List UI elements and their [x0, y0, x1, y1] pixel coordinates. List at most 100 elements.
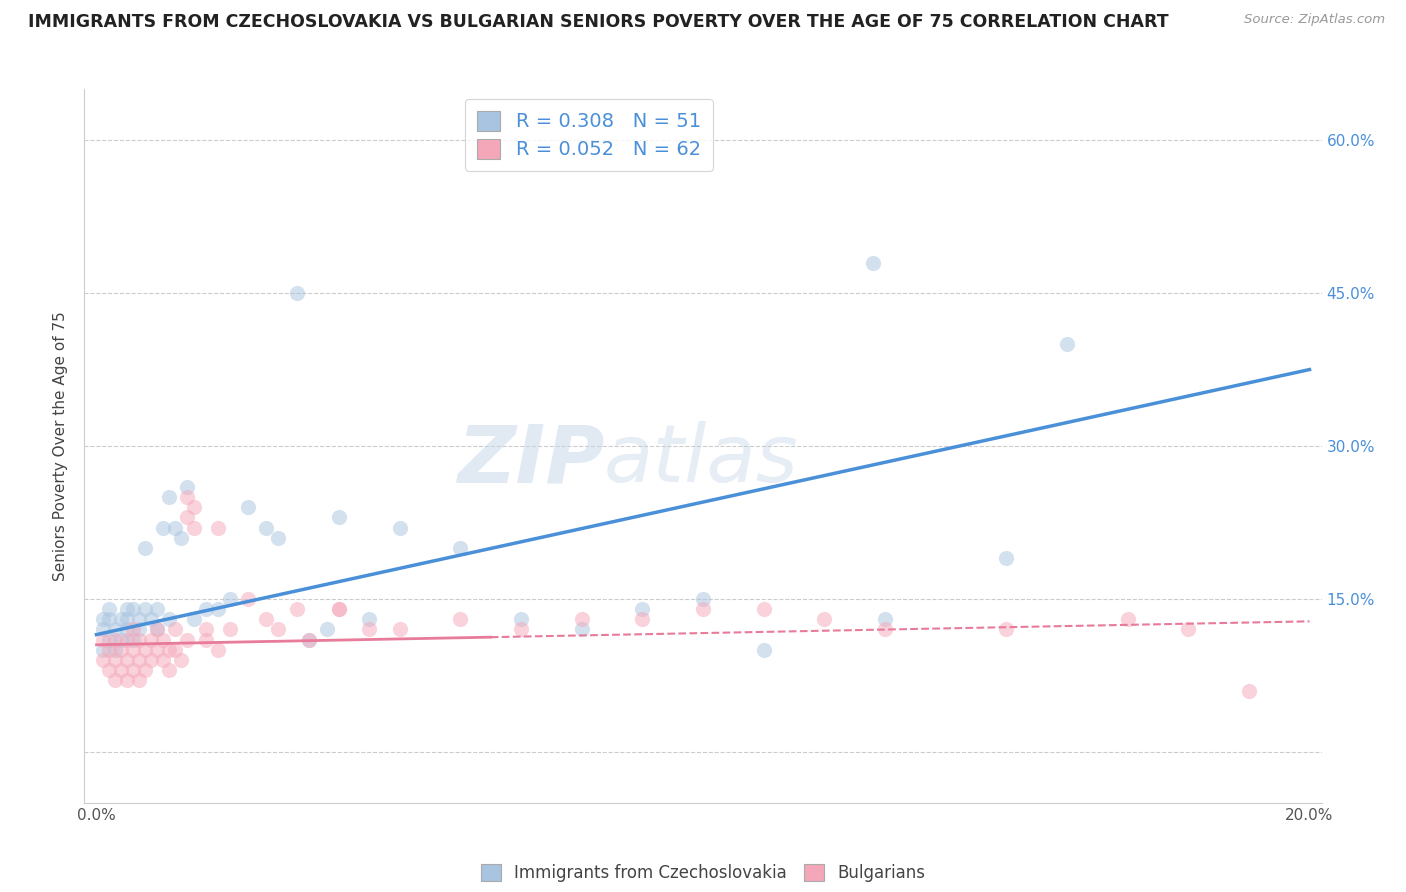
Point [328, 602, 350, 616]
Point [194, 632, 217, 647]
Point [139, 653, 162, 667]
Point [752, 602, 775, 616]
Text: ZIP: ZIP [457, 421, 605, 500]
Point [267, 531, 290, 545]
Point [285, 602, 308, 616]
Y-axis label: Seniors Poverty Over the Age of 75: Seniors Poverty Over the Age of 75 [53, 311, 69, 581]
Point [110, 643, 132, 657]
Point [207, 602, 229, 616]
Point [104, 623, 127, 637]
Point [122, 632, 145, 647]
Point [207, 520, 229, 534]
Point [115, 623, 138, 637]
Point [122, 643, 145, 657]
Point [359, 612, 381, 626]
Legend: Immigrants from Czechoslovakia, Bulgarians: Immigrants from Czechoslovakia, Bulgaria… [471, 854, 935, 892]
Point [183, 612, 205, 626]
Point [631, 612, 654, 626]
Point [134, 541, 156, 555]
Text: atlas: atlas [605, 421, 799, 500]
Point [285, 286, 308, 301]
Point [146, 623, 169, 637]
Point [692, 591, 714, 606]
Point [104, 673, 127, 688]
Point [139, 612, 162, 626]
Point [91, 623, 114, 637]
Point [207, 643, 229, 657]
Point [128, 612, 150, 626]
Point [183, 500, 205, 515]
Point [152, 520, 174, 534]
Point [692, 602, 714, 616]
Point [873, 623, 896, 637]
Point [298, 632, 321, 647]
Point [1116, 612, 1139, 626]
Point [510, 612, 533, 626]
Point [110, 612, 132, 626]
Point [146, 602, 169, 616]
Point [122, 602, 145, 616]
Point [157, 490, 180, 504]
Point [97, 643, 120, 657]
Point [128, 653, 150, 667]
Point [152, 653, 174, 667]
Point [176, 632, 198, 647]
Point [219, 591, 242, 606]
Point [995, 551, 1018, 566]
Point [110, 632, 132, 647]
Point [104, 632, 127, 647]
Point [388, 520, 411, 534]
Point [510, 623, 533, 637]
Point [165, 520, 187, 534]
Point [97, 612, 120, 626]
Point [995, 623, 1018, 637]
Point [115, 602, 138, 616]
Point [176, 480, 198, 494]
Point [183, 520, 205, 534]
Point [110, 663, 132, 677]
Point [170, 531, 193, 545]
Point [1177, 623, 1199, 637]
Point [631, 602, 654, 616]
Point [298, 632, 321, 647]
Point [219, 623, 242, 637]
Point [91, 643, 114, 657]
Point [115, 612, 138, 626]
Point [236, 500, 259, 515]
Point [91, 612, 114, 626]
Point [752, 643, 775, 657]
Point [328, 602, 350, 616]
Point [134, 602, 156, 616]
Point [316, 623, 339, 637]
Point [449, 541, 471, 555]
Point [1237, 683, 1260, 698]
Point [236, 591, 259, 606]
Point [170, 653, 193, 667]
Point [104, 643, 127, 657]
Point [873, 612, 896, 626]
Point [115, 673, 138, 688]
Point [134, 643, 156, 657]
Point [157, 663, 180, 677]
Point [359, 623, 381, 637]
Point [571, 623, 593, 637]
Point [194, 623, 217, 637]
Point [139, 632, 162, 647]
Point [194, 602, 217, 616]
Point [165, 623, 187, 637]
Point [146, 643, 169, 657]
Text: Source: ZipAtlas.com: Source: ZipAtlas.com [1244, 13, 1385, 27]
Point [388, 623, 411, 637]
Point [449, 612, 471, 626]
Point [104, 653, 127, 667]
Point [97, 602, 120, 616]
Point [122, 663, 145, 677]
Point [128, 673, 150, 688]
Point [254, 612, 277, 626]
Text: IMMIGRANTS FROM CZECHOSLOVAKIA VS BULGARIAN SENIORS POVERTY OVER THE AGE OF 75 C: IMMIGRANTS FROM CZECHOSLOVAKIA VS BULGAR… [28, 13, 1168, 31]
Point [128, 623, 150, 637]
Point [267, 623, 290, 637]
Point [862, 255, 884, 269]
Point [571, 612, 593, 626]
Point [152, 632, 174, 647]
